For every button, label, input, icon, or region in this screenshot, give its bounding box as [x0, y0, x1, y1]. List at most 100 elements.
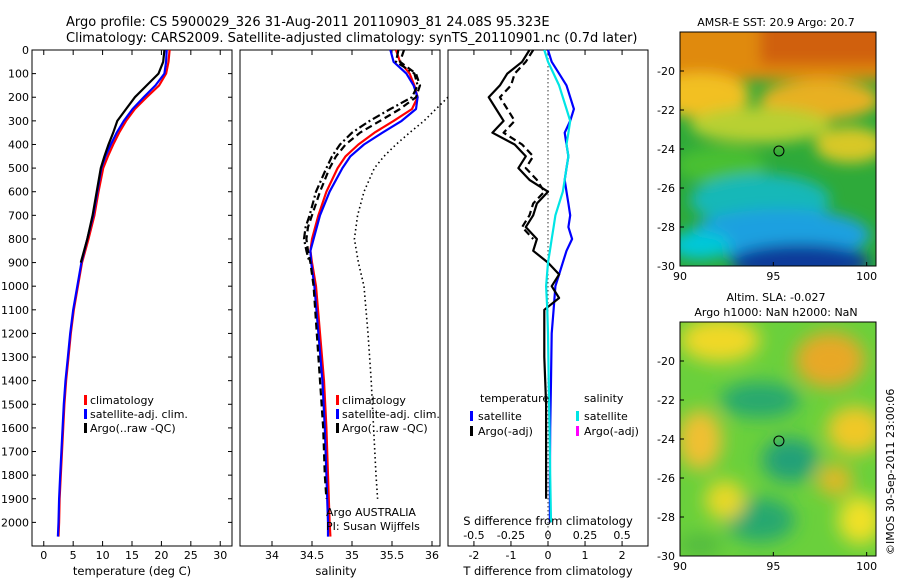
depth-tick-label: 500: [8, 162, 29, 175]
legend-swatch: [470, 426, 473, 436]
s-tick-label: 0.25: [573, 529, 598, 542]
depth-tick-label: 400: [8, 138, 29, 151]
map-x-tick-label: 100: [856, 560, 877, 573]
legend-swatch: [576, 426, 579, 436]
depth-tick-label: 1900: [1, 493, 29, 506]
depth-tick-label: 1500: [1, 398, 29, 411]
legend-label: climatology: [90, 394, 154, 407]
depth-tick-label: 600: [8, 186, 29, 199]
depth-tick-label: 1600: [1, 422, 29, 435]
series-line: [543, 49, 572, 523]
series-line: [353, 96, 449, 499]
x-tick-label: 1: [582, 549, 589, 562]
x-tick-label: 0: [40, 549, 47, 562]
series-line: [498, 49, 546, 240]
salinity-plot-frame: [239, 49, 441, 547]
temperature-axis-ticks: 0 5 10 15 20 25 30: [40, 50, 227, 562]
s-tick-label: 0.5: [613, 529, 631, 542]
x-tick-label: 34.5: [300, 549, 325, 562]
legend-label: Argo(..raw -QC): [342, 422, 428, 435]
sla-map-subtitle: Argo h1000: NaN h2000: NaN: [694, 306, 857, 319]
map-y-tick-label: -26: [657, 182, 675, 195]
map-x-tick-label: 90: [673, 560, 687, 573]
s-tick-label: -0.25: [497, 529, 525, 542]
x-tick-label: 15: [125, 549, 139, 562]
s-tick-label: 0: [545, 529, 552, 542]
depth-tick-label: 900: [8, 257, 29, 270]
depth-tick-label: 1700: [1, 446, 29, 459]
map-y-tick-label: -22: [657, 104, 675, 117]
legend-label: climatology: [342, 394, 406, 407]
x-tick-label: 10: [96, 549, 110, 562]
legend-swatch: [84, 395, 87, 405]
map-y-tick-label: -20: [657, 355, 675, 368]
map-y-tick-label: -28: [657, 221, 675, 234]
copyright-footer: ©IMOS 30-Sep-2011 23:00:06: [884, 389, 897, 555]
map-y-tick-label: -20: [657, 65, 675, 78]
sla-map: Altim. SLA: -0.027 Argo h1000: NaN h2000…: [657, 291, 877, 573]
legend-label: Argo(-adj): [478, 425, 533, 438]
map-x-tick-label: 95: [766, 560, 780, 573]
argo-position-marker: [773, 435, 785, 447]
series-line: [487, 49, 561, 499]
sla-map-title: Altim. SLA: -0.027: [726, 291, 825, 304]
x-tick-label: 35.5: [380, 549, 405, 562]
x-tick-label: 20: [154, 549, 168, 562]
legend-label: Argo(-adj): [584, 425, 639, 438]
depth-tick-label: 0: [22, 44, 29, 57]
difference-series: [487, 49, 576, 523]
map-x-tick-label: 100: [856, 270, 877, 283]
sla-field: [680, 322, 876, 556]
difference-legend: temperature salinity satellite Argo(-adj) sa…: [470, 392, 639, 438]
series-line: [309, 49, 419, 537]
temperature-series: [56, 49, 171, 537]
s-difference-xlabel: S difference from climatology: [463, 514, 633, 528]
x-tick-label: 30: [213, 549, 227, 562]
map-y-tick-label: -24: [657, 143, 675, 156]
x-tick-label: 5: [70, 549, 77, 562]
map-y-tick-label: -30: [657, 260, 675, 273]
x-tick-label: -1: [505, 549, 516, 562]
series-line: [305, 49, 422, 499]
depth-tick-label: 1100: [1, 304, 29, 317]
depth-tick-label: 1200: [1, 327, 29, 340]
depth-tick-label: 800: [8, 233, 29, 246]
legend-swatch: [84, 423, 87, 433]
legend-swatch: [336, 423, 339, 433]
salinity-xlabel: salinity: [315, 564, 356, 578]
series-line: [546, 49, 576, 523]
argo-position-marker: [773, 145, 785, 157]
legend-swatch: [84, 409, 87, 419]
s-tick-label: -0.5: [463, 529, 484, 542]
difference-axis-ticks: -2 -1 0 1 2 -0.5 -0.25 0 0.25 0.5: [463, 50, 631, 562]
legend-swatch: [336, 395, 339, 405]
sla-map-ticks: 90 95 100 -20 -22 -24 -26 -28 -30: [657, 355, 877, 573]
legend-label: satellite: [584, 410, 628, 423]
map-y-tick-label: -26: [657, 472, 675, 485]
map-y-tick-label: -22: [657, 394, 675, 407]
x-tick-label: 34: [265, 549, 279, 562]
legend-label: satellite-adj. clim.: [342, 408, 440, 421]
depth-tick-label: 100: [8, 68, 29, 81]
figure-title: Argo profile: CS 5900029_326 31-Aug-2011…: [66, 15, 550, 30]
map-y-tick-label: -24: [657, 433, 675, 446]
x-tick-label: 2: [619, 549, 626, 562]
x-tick-label: 0: [545, 549, 552, 562]
temperature-plot-frame: [31, 49, 233, 547]
depth-tick-label: 2000: [1, 516, 29, 529]
sst-map: AMSR-E SST: 20.9 Argo: 20.7 90 95 100 -20 -2…: [657, 16, 877, 283]
temperature-panel: 0100200300400500600700800900100011001200…: [1, 44, 648, 578]
legend-swatch: [470, 411, 473, 421]
x-tick-label: -2: [468, 549, 479, 562]
map-y-tick-label: -30: [657, 550, 675, 563]
salinity-series: [302, 49, 449, 537]
legend-title: salinity: [584, 392, 624, 405]
salinity-axis-ticks: 34 34.5 35 35.5 36: [265, 50, 439, 562]
series-line: [79, 49, 166, 263]
sst-map-title: AMSR-E SST: 20.9 Argo: 20.7: [697, 16, 855, 29]
temperature-xlabel: temperature (deg C): [73, 564, 191, 578]
depth-tick-label: 200: [8, 91, 29, 104]
